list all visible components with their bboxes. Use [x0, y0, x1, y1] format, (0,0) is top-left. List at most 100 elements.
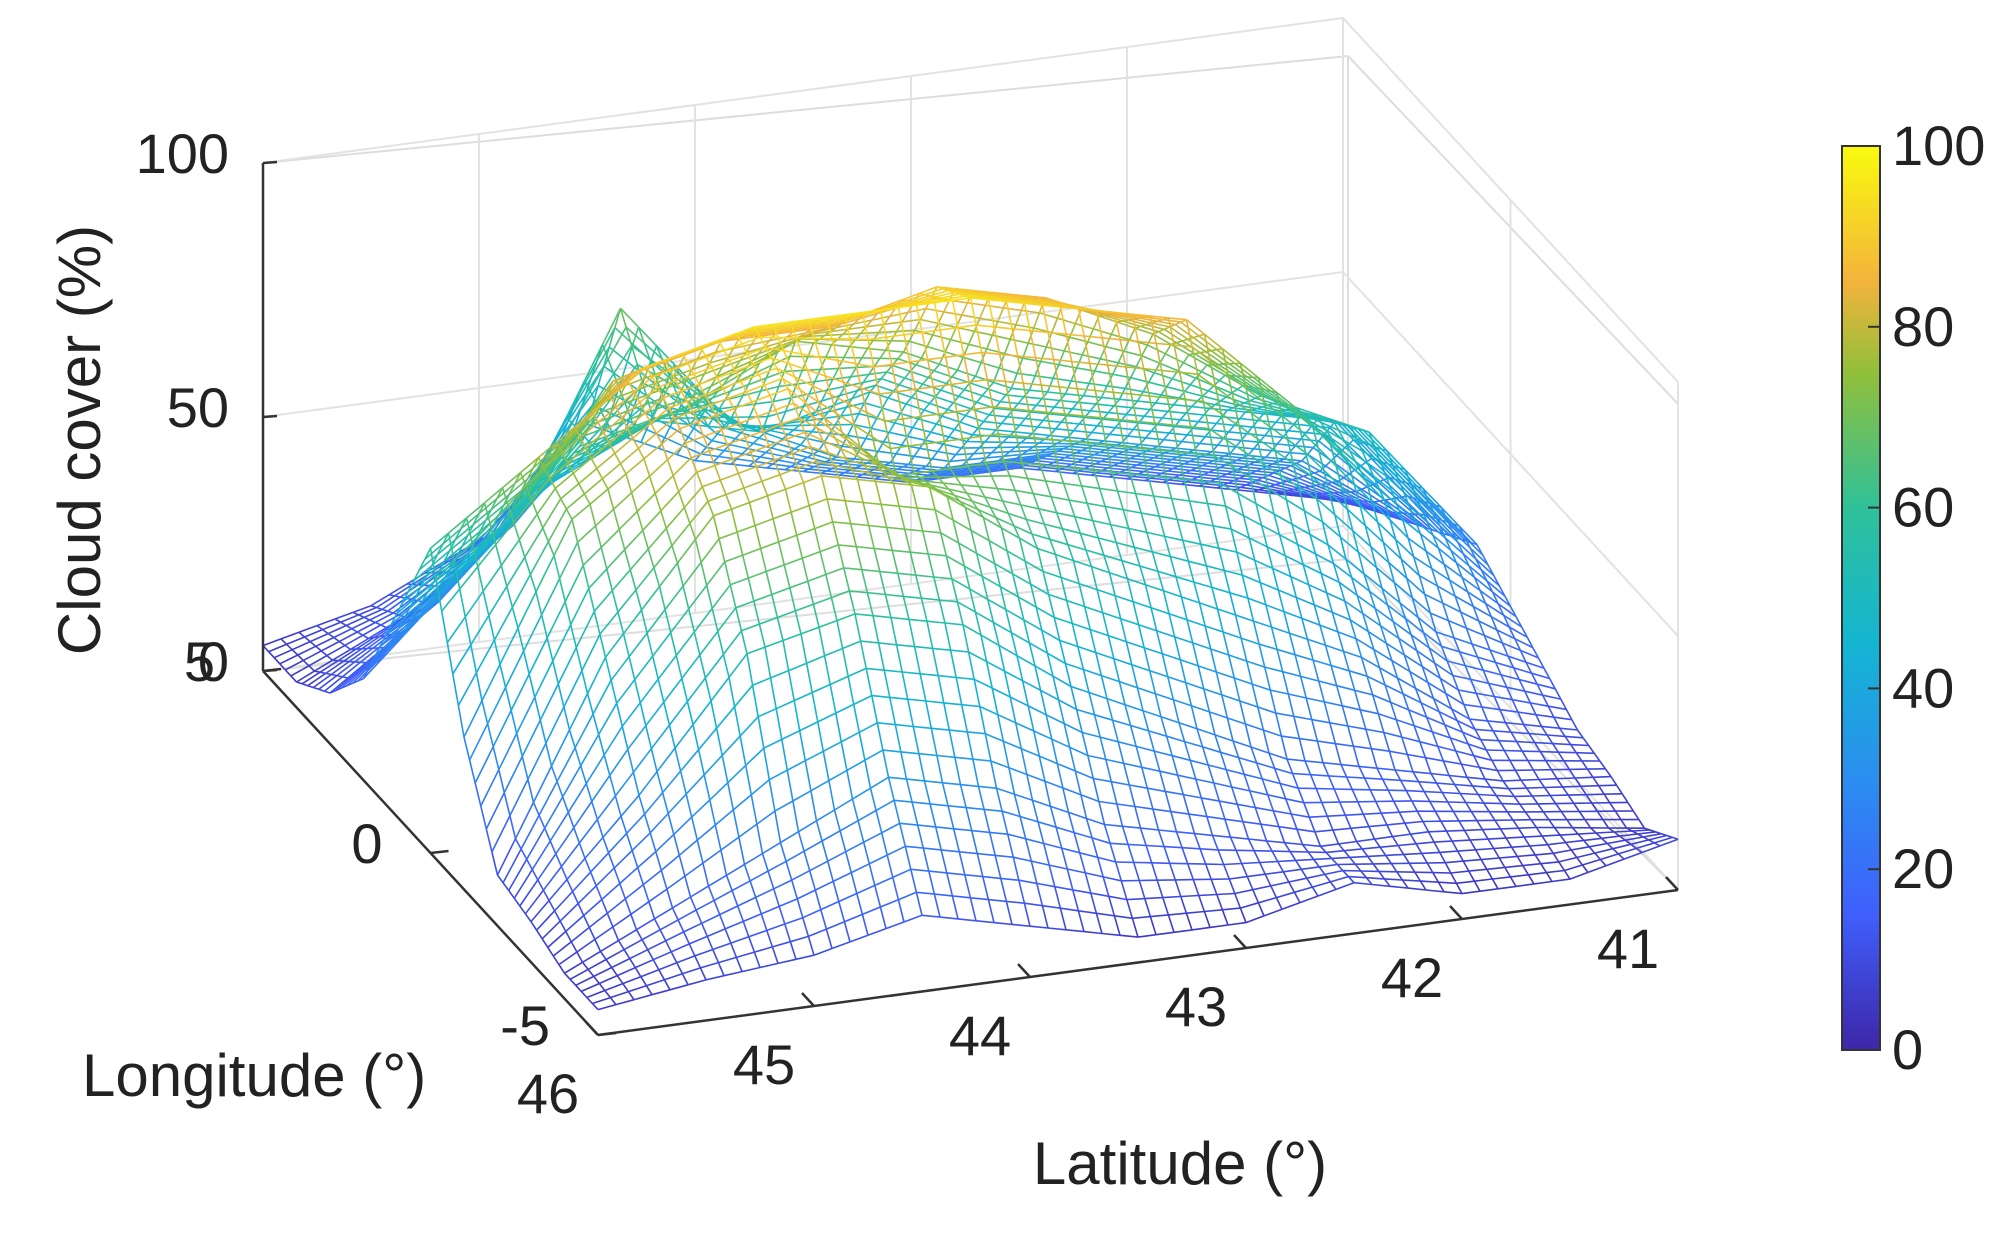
mesh-line [474, 782, 482, 807]
mesh-line [1338, 429, 1357, 440]
mesh-line [1146, 323, 1165, 331]
mesh-line [608, 410, 627, 419]
mesh-line [820, 472, 840, 476]
mesh-line [1273, 513, 1281, 536]
mesh-line [961, 438, 969, 467]
mesh-line [1514, 637, 1534, 649]
mesh-line [1427, 500, 1435, 514]
mesh-line [1020, 504, 1039, 510]
mesh-line [798, 417, 818, 429]
mesh-line [816, 323, 835, 328]
mesh-line [1249, 477, 1269, 490]
mesh-line [1201, 370, 1220, 382]
mesh-line [1069, 499, 1088, 505]
mesh-line [583, 493, 591, 505]
mesh-line [633, 376, 653, 393]
mesh-line [1093, 469, 1113, 473]
mesh-line [1147, 475, 1155, 497]
mesh-line [565, 508, 573, 520]
mesh-line [675, 373, 694, 382]
mesh-line [1298, 486, 1306, 511]
mesh-line [954, 428, 973, 436]
mesh-line [1000, 467, 1020, 472]
mesh-line [1372, 475, 1392, 491]
mesh-line [726, 436, 746, 446]
mesh-line [1036, 419, 1044, 428]
mesh-line [1096, 472, 1115, 476]
mesh-line [1514, 638, 1522, 651]
mesh-line [1508, 626, 1528, 638]
mesh-line [1154, 394, 1162, 404]
mesh-line [1098, 442, 1117, 446]
mesh-line [557, 647, 578, 685]
mesh-line [546, 637, 554, 662]
mesh-line [1418, 499, 1438, 520]
mesh-line [1159, 353, 1167, 364]
mesh-line [666, 459, 674, 476]
mesh-line [938, 410, 957, 415]
mesh-line [763, 384, 771, 396]
mesh-line [1140, 512, 1148, 533]
mesh-line [322, 621, 341, 631]
mesh-line [333, 627, 353, 639]
mesh-line [1113, 398, 1121, 407]
mesh-line [655, 345, 663, 360]
mesh-line [1339, 536, 1359, 553]
mesh-line [1383, 500, 1391, 521]
mesh-line [697, 373, 706, 386]
mesh-line [1416, 650, 1424, 667]
mesh-line [971, 500, 979, 510]
mesh-line [755, 328, 774, 333]
mesh-line [1322, 492, 1341, 501]
mesh-line [992, 406, 1011, 410]
mesh-line [450, 552, 470, 569]
mesh-line [1196, 453, 1215, 457]
mesh-line [1001, 500, 1010, 514]
mesh-line [1190, 400, 1198, 408]
mesh-line [606, 568, 614, 591]
mesh-line [582, 565, 590, 589]
mesh-line [1106, 444, 1125, 448]
mesh-line [1057, 317, 1076, 325]
mesh-line [1349, 450, 1369, 464]
mesh-line [1081, 485, 1100, 490]
mesh-line [1465, 664, 1484, 671]
mesh-line [938, 413, 946, 442]
mesh-line [698, 377, 718, 386]
mesh-line [978, 486, 986, 498]
mesh-line [273, 648, 293, 659]
mesh-line [952, 402, 972, 410]
mesh-line [998, 367, 1018, 375]
mesh-line [878, 330, 897, 334]
mesh-line [1344, 600, 1364, 615]
mesh-line [1272, 463, 1291, 467]
mesh-line [1220, 400, 1239, 407]
mesh-line [1203, 333, 1224, 350]
mesh-line [1311, 425, 1319, 448]
mesh-line [1403, 491, 1423, 510]
mesh-line [1185, 319, 1206, 335]
mesh-line [1030, 329, 1049, 334]
mesh-line [510, 710, 518, 734]
mesh-line [866, 412, 874, 438]
mesh-line [643, 371, 662, 380]
mesh-line [883, 315, 891, 325]
mesh-line [631, 393, 651, 402]
mesh-line [1001, 422, 1020, 426]
mesh-line [1087, 341, 1107, 348]
mesh-line [756, 424, 775, 431]
mesh-line [623, 549, 632, 571]
mesh-line [1414, 519, 1422, 535]
mesh-line [982, 414, 990, 423]
mesh-line [1012, 328, 1031, 332]
mesh-line [888, 422, 896, 433]
mesh-line [802, 368, 821, 372]
mesh-line [994, 464, 1013, 469]
mesh-line [1111, 471, 1119, 492]
mesh-line [820, 316, 840, 321]
mesh-line [1131, 393, 1150, 397]
mesh-line [1227, 374, 1235, 401]
mesh-line [521, 719, 542, 757]
mesh-line [619, 307, 640, 328]
mesh-line [943, 441, 951, 469]
